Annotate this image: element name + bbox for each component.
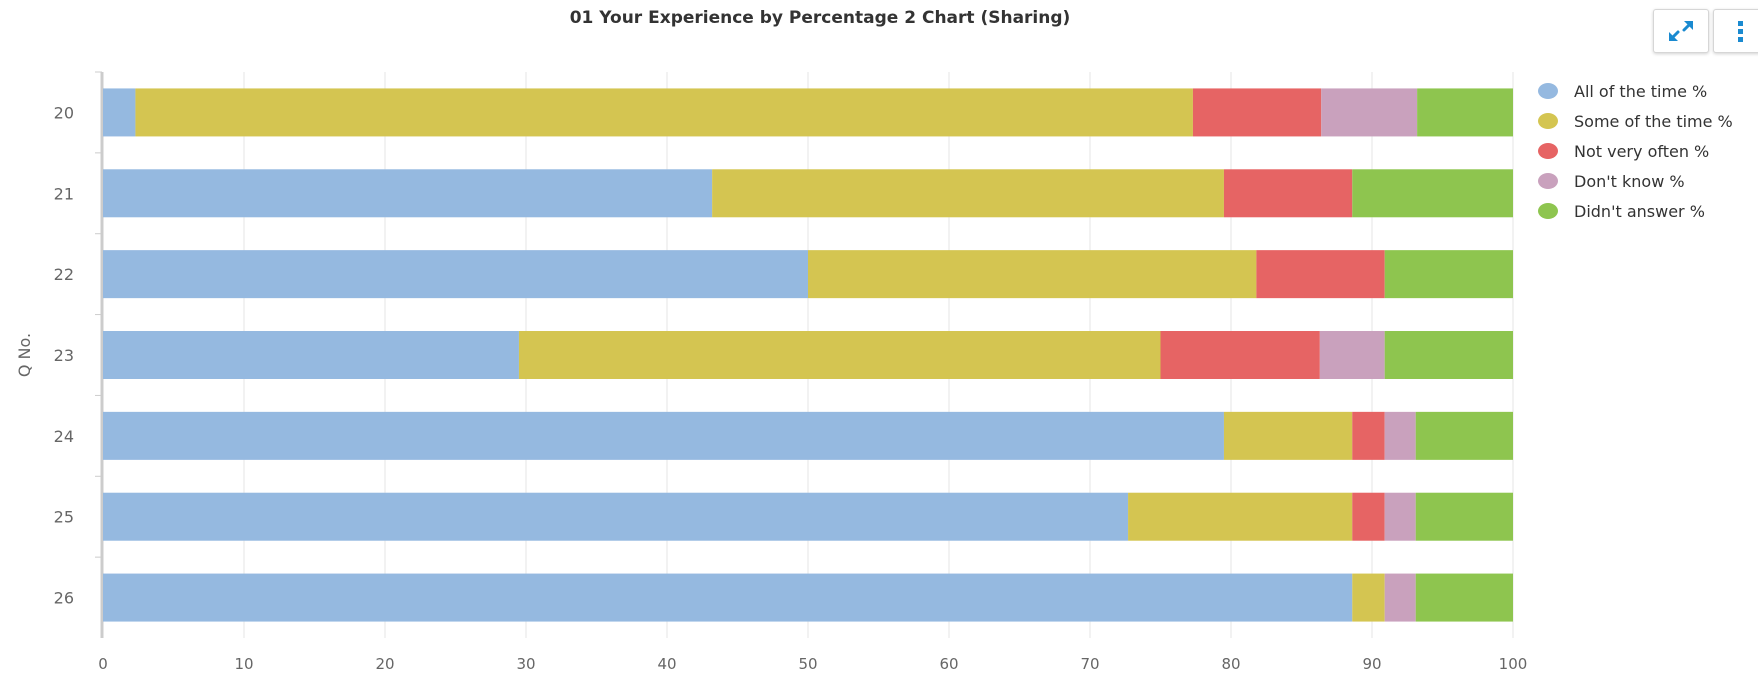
legend-label: All of the time % bbox=[1574, 81, 1708, 101]
bar-segment bbox=[103, 169, 713, 218]
bar-segment bbox=[518, 331, 1161, 379]
expand-arrows-icon bbox=[1669, 21, 1693, 41]
x-tick-label: 10 bbox=[234, 655, 253, 673]
bar-segment bbox=[1223, 169, 1353, 218]
bar-segment bbox=[1128, 492, 1353, 541]
bar-segment bbox=[1384, 411, 1416, 460]
x-tick-label: 40 bbox=[657, 655, 676, 673]
bar-segment bbox=[1415, 492, 1513, 541]
legend-item[interactable]: All of the time % bbox=[1538, 76, 1733, 106]
bar-segment bbox=[1319, 331, 1385, 379]
bar-segment bbox=[1223, 411, 1353, 460]
bar-segment bbox=[1415, 411, 1513, 460]
legend-label: Not very often % bbox=[1574, 141, 1710, 161]
bar-segment bbox=[1415, 573, 1513, 622]
bar-segment bbox=[103, 331, 519, 379]
y-tick-label: 21 bbox=[54, 184, 74, 203]
bar-segment bbox=[103, 88, 136, 137]
x-tick-label: 80 bbox=[1221, 655, 1240, 673]
y-tick-label: 25 bbox=[54, 508, 74, 527]
y-axis-title: Q No. bbox=[15, 333, 34, 377]
legend-label: Didn't answer % bbox=[1574, 201, 1705, 221]
menu-button[interactable] bbox=[1713, 9, 1758, 53]
bar-segment bbox=[1321, 88, 1418, 137]
bar-segment bbox=[1192, 88, 1322, 137]
bar-segment bbox=[103, 492, 1129, 541]
x-tick-label: 0 bbox=[98, 655, 108, 673]
bar-segment bbox=[1160, 331, 1320, 379]
y-tick-label: 22 bbox=[54, 265, 74, 284]
bar-segment bbox=[103, 250, 808, 299]
legend-item[interactable]: Some of the time % bbox=[1538, 106, 1733, 136]
legend-swatch bbox=[1538, 113, 1558, 129]
legend-swatch bbox=[1538, 143, 1558, 159]
x-tick-label: 90 bbox=[1362, 655, 1381, 673]
y-tick-label: 23 bbox=[54, 346, 74, 365]
bar-segment bbox=[712, 169, 1224, 218]
bar-segment bbox=[1352, 411, 1385, 460]
x-tick-label: 100 bbox=[1499, 655, 1528, 673]
bar-segment bbox=[135, 88, 1193, 137]
bar-segment bbox=[1384, 331, 1513, 379]
bar-segment bbox=[103, 573, 1353, 622]
legend-swatch bbox=[1538, 173, 1558, 189]
vertical-dots-menu-icon bbox=[1738, 21, 1743, 42]
expand-button[interactable] bbox=[1653, 9, 1709, 53]
legend-item[interactable]: Don't know % bbox=[1538, 166, 1733, 196]
legend-item[interactable]: Not very often % bbox=[1538, 136, 1733, 166]
x-tick-label: 30 bbox=[516, 655, 535, 673]
x-tick-label: 70 bbox=[1080, 655, 1099, 673]
legend-label: Some of the time % bbox=[1574, 111, 1733, 131]
bar-segment bbox=[103, 411, 1224, 460]
bar-segment bbox=[1256, 250, 1385, 299]
legend-label: Don't know % bbox=[1574, 171, 1685, 191]
chart-plot-area: 0 10 20 30 40 50 60 70 80 90 100 20 21 22 23 24 25 26 Q No… bbox=[15, 71, 1528, 673]
x-tick-label: 20 bbox=[375, 655, 394, 673]
y-tick-label: 20 bbox=[54, 103, 74, 122]
bar-segment bbox=[1417, 88, 1513, 137]
bar-segment bbox=[1384, 573, 1416, 622]
x-tick-label: 60 bbox=[939, 655, 958, 673]
y-tick-label: 24 bbox=[54, 427, 74, 446]
bar-segment bbox=[1384, 492, 1416, 541]
chart-title: 01 Your Experience by Percentage 2 Chart… bbox=[569, 8, 1071, 28]
chart-legend: All of the time % Some of the time % Not v… bbox=[1538, 76, 1733, 226]
legend-swatch bbox=[1538, 83, 1558, 99]
bar-segment bbox=[1352, 573, 1385, 622]
bar-segment bbox=[1384, 250, 1513, 299]
bar-segment bbox=[808, 250, 1257, 299]
legend-item[interactable]: Didn't answer % bbox=[1538, 196, 1733, 226]
legend-swatch bbox=[1538, 203, 1558, 219]
y-tick-label: 26 bbox=[54, 589, 74, 608]
bar-segment bbox=[1352, 169, 1513, 218]
bar-segment bbox=[1352, 492, 1385, 541]
x-tick-label: 50 bbox=[798, 655, 817, 673]
